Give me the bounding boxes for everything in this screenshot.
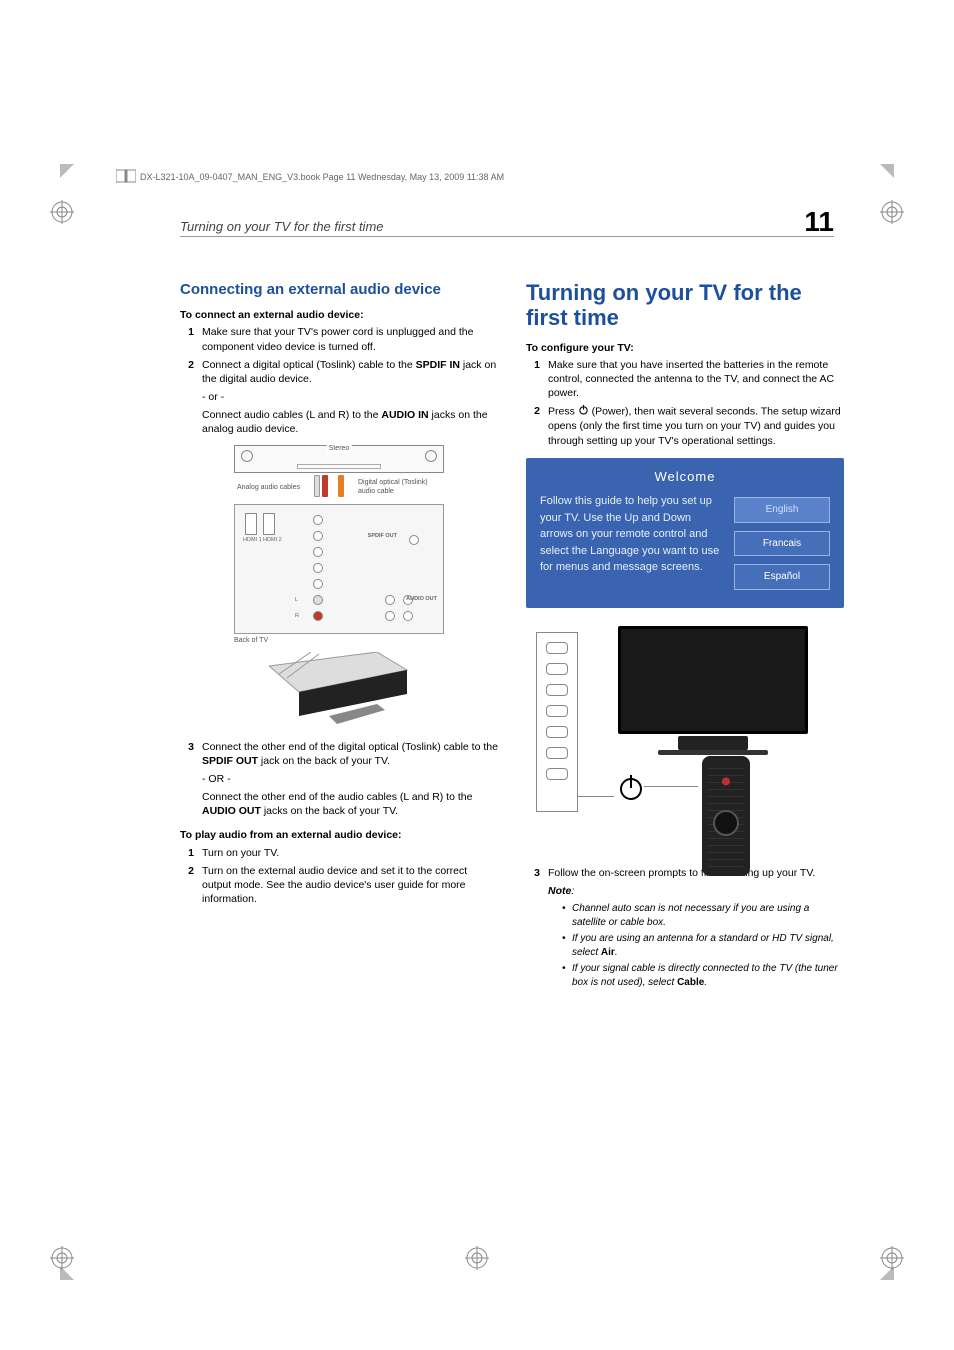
remote-control-icon: [702, 756, 750, 876]
book-icon: [116, 168, 136, 184]
analog-cable-label: Analog audio cables: [234, 483, 304, 492]
section-heading-turning-on: Turning on your TV for the first time: [526, 280, 844, 331]
tv-back-panel-icon: HDMI 1 HDMI 2 SPDIF OUT AUD: [234, 504, 444, 634]
registration-mark-icon: [880, 200, 904, 224]
language-option-espanol[interactable]: Español: [734, 564, 830, 590]
language-option-english[interactable]: English: [734, 497, 830, 523]
step-number: 1: [180, 325, 194, 353]
header-rule: [180, 236, 834, 237]
section-heading-connecting: Connecting an external audio device: [180, 280, 498, 300]
step-number: 3: [526, 866, 540, 880]
welcome-wizard-panel: Welcome Follow this guide to help you se…: [526, 458, 844, 608]
connection-diagram: Stereo Analog audio cables Digital optic…: [234, 445, 444, 728]
remote-tv-diagram: [526, 626, 844, 856]
running-head-title: Turning on your TV for the first time: [180, 219, 384, 234]
procedure-heading-connect: To connect an external audio device:: [180, 308, 498, 322]
registration-mark-icon: [465, 1246, 489, 1270]
procedure-heading-configure: To configure your TV:: [526, 341, 844, 355]
step-text: Press (Power), then wait several seconds…: [548, 404, 844, 448]
welcome-title: Welcome: [540, 468, 830, 486]
step-text: Turn on the external audio device and se…: [202, 864, 498, 907]
tv-side-buttons-icon: [536, 632, 578, 812]
step-text: Make sure that you have inserted the bat…: [548, 358, 844, 401]
power-icon: [578, 404, 589, 419]
welcome-body-text: Follow this guide to help you set up you…: [540, 493, 720, 590]
registration-mark-icon: [50, 1246, 74, 1270]
step-alt-text: Connect audio cables (L and R) to the AU…: [202, 408, 498, 436]
or-separator: - OR -: [202, 772, 498, 786]
step-text: Make sure that your TV's power cord is u…: [202, 325, 498, 353]
left-column: Connecting an external audio device To c…: [180, 280, 498, 1230]
step-text: Connect the other end of the digital opt…: [202, 740, 498, 768]
right-column: Turning on your TV for the first time To…: [526, 280, 844, 1230]
note-item: If your signal cable is directly connect…: [562, 962, 844, 989]
cable-plugs-icon: [313, 475, 345, 500]
page-number: 11: [804, 206, 834, 238]
step-text: Turn on your TV.: [202, 846, 498, 860]
tv-perspective-icon: [269, 652, 409, 728]
step-number: 2: [180, 358, 194, 386]
tv-front-icon: [618, 626, 808, 756]
crop-fold-tl: [60, 164, 74, 178]
step-number: 1: [526, 358, 540, 401]
optical-cable-label: Digital optical (Toslink) audio cable: [354, 478, 444, 497]
crop-fold-tr: [880, 164, 894, 178]
step-alt-text: Connect the other end of the audio cable…: [202, 790, 498, 818]
or-separator: - or -: [202, 390, 498, 404]
step-number: 2: [180, 864, 194, 907]
step-text: Follow the on-screen prompts to finish s…: [548, 866, 844, 880]
power-icon: [616, 772, 646, 802]
step-number: 2: [526, 404, 540, 448]
back-of-tv-label: Back of TV: [234, 636, 444, 645]
step-text: Connect a digital optical (Toslink) cabl…: [202, 358, 498, 386]
language-option-francais[interactable]: Francais: [734, 531, 830, 557]
step-number: 1: [180, 846, 194, 860]
note-label: Note:: [548, 884, 844, 898]
print-header-line: DX-L321-10A_09-0407_MAN_ENG_V3.book Page…: [140, 172, 504, 182]
registration-mark-icon: [50, 200, 74, 224]
registration-mark-icon: [880, 1246, 904, 1270]
note-item: Channel auto scan is not necessary if yo…: [562, 902, 844, 929]
step-number: 3: [180, 740, 194, 768]
procedure-heading-play: To play audio from an external audio dev…: [180, 828, 498, 842]
stereo-receiver-icon: Stereo: [234, 445, 444, 473]
note-item: If you are using an antenna for a standa…: [562, 932, 844, 959]
